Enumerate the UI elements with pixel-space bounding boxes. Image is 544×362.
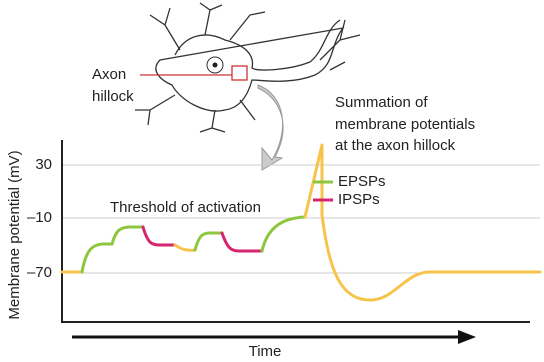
arrow [257,84,284,171]
y-axis-label: Membrane potential (mV) [6,150,23,319]
annotation: membrane potentials [335,116,475,133]
neuron [135,2,361,171]
annotation: Summation of [335,94,428,111]
legend-label: EPSPs [338,173,386,190]
label: Axon [92,66,126,83]
axes [61,140,530,323]
nucleolus [212,62,218,68]
x-axis-label: Time [249,343,282,360]
y-tick-label: –70 [27,264,52,281]
cell-body [155,19,345,112]
label: hillock [92,88,134,105]
y-tick-label: 30 [35,156,52,173]
hillock-box [231,65,248,81]
y-tick-label: –10 [27,209,52,226]
dendrites [135,2,361,133]
threshold-label: Threshold of activation [110,199,261,216]
annotation: at the axon hillock [335,137,456,154]
legend-label: IPSPs [338,191,380,208]
trace [60,143,542,302]
time-arrowhead [458,330,476,344]
